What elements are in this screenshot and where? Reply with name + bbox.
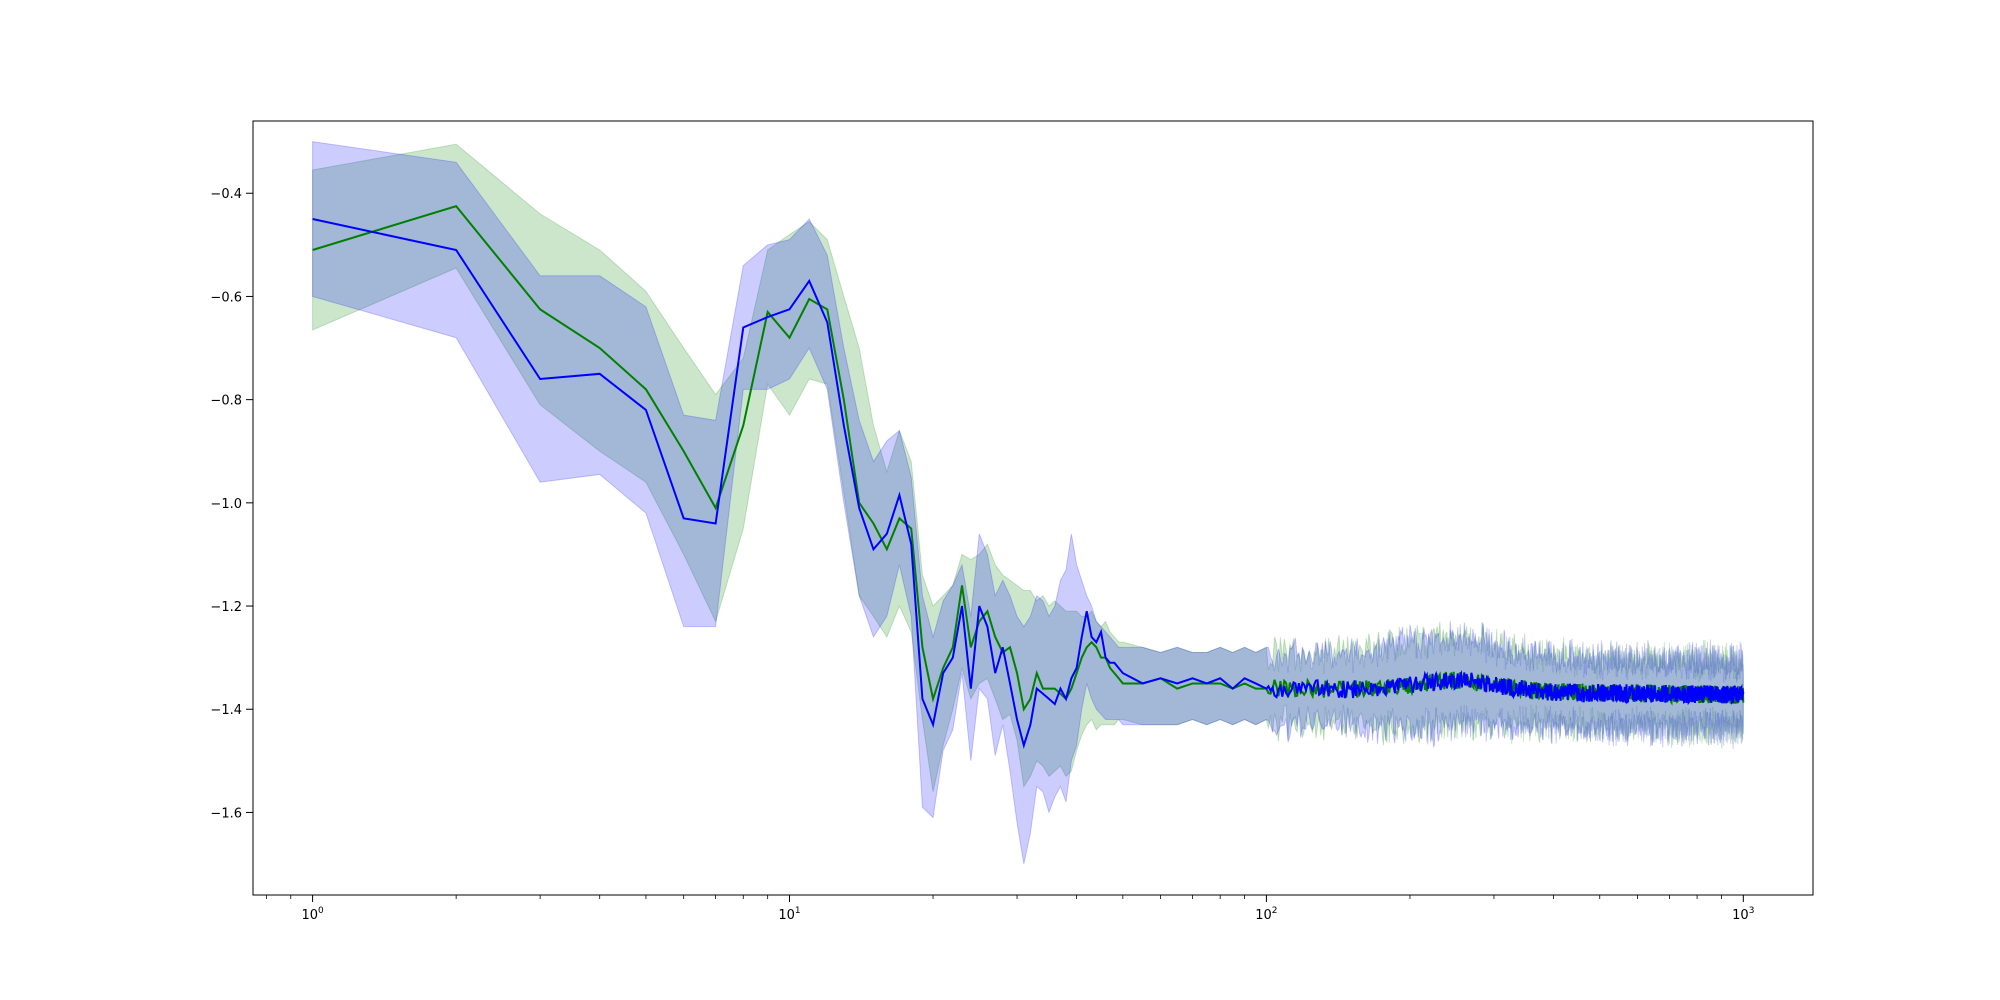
- y-tick-label: −1.0: [210, 497, 242, 512]
- y-axis: −0.4 −0.6 −0.8 −1.0 −1.2 −1.4 −1.6: [210, 187, 253, 821]
- plot-frame: [252, 120, 1814, 896]
- series-2-band: [312, 141, 1744, 865]
- series-1-band: [312, 143, 1744, 792]
- y-tick-label: −1.4: [210, 703, 242, 718]
- x-tick-label: 100: [301, 906, 324, 923]
- series-2-line: [312, 218, 1745, 749]
- y-tick-label: −0.6: [210, 290, 242, 305]
- y-tick-label: −1.2: [210, 600, 242, 615]
- y-tick-label: −1.6: [210, 806, 242, 821]
- x-axis: 100 101 102 103: [265, 895, 1754, 923]
- confidence-bands: [312, 141, 1744, 865]
- series-lines: [312, 204, 1745, 749]
- x-tick-label: 101: [778, 906, 800, 923]
- x-tick-label: 102: [1255, 906, 1277, 923]
- y-tick-label: −0.8: [210, 394, 242, 409]
- x-tick-label: 103: [1732, 906, 1754, 923]
- y-tick-label: −0.4: [210, 187, 242, 202]
